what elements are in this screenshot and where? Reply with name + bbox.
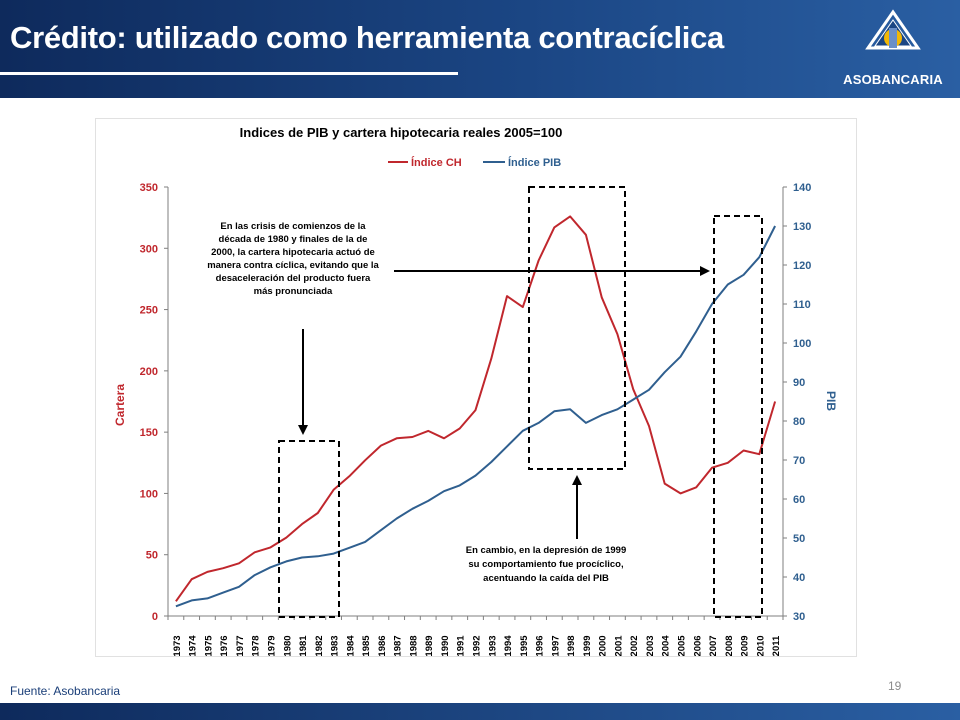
- x-tick-label: 1993: [487, 635, 498, 656]
- y-right-tick-label: 60: [793, 494, 805, 506]
- annotation-left: En las crisis de comienzos de la década …: [207, 221, 379, 297]
- annotation-left-line: década de 1980 y finales de la de: [219, 234, 368, 245]
- y-left-tick-label: 0: [152, 611, 158, 623]
- y-right-tick-label: 50: [793, 533, 805, 545]
- asobancaria-logo: ASOBANCARIA: [826, 0, 960, 98]
- x-tick-label: 2006: [692, 635, 703, 656]
- x-tick-label: 2007: [708, 635, 719, 656]
- logo-diamond-icon: [865, 9, 921, 50]
- x-tick-label: 2001: [613, 635, 624, 656]
- x-tick-label: 1986: [377, 635, 388, 656]
- x-tick-label: 1994: [503, 635, 514, 656]
- x-tick-label: 1974: [188, 635, 199, 656]
- annotation-bottom: En cambio, en la depresión de 1999 su co…: [466, 545, 627, 584]
- annotation-bottom-line: acentuando la caída del PIB: [483, 573, 609, 584]
- series-line-pib: [175, 225, 776, 608]
- x-tick-label: 1995: [519, 635, 530, 656]
- y-right-tick-label: 140: [793, 182, 811, 194]
- x-tick-label: 1982: [314, 635, 325, 656]
- x-tick-label: 2011: [771, 635, 782, 656]
- x-tick-label: 2002: [629, 635, 640, 656]
- y-right-tick-label: 110: [793, 299, 811, 311]
- y-left-tick-label: 300: [140, 243, 158, 255]
- title-underline: [0, 72, 458, 75]
- annotation-left-line: más pronunciada: [254, 286, 333, 297]
- y-left-tick-label: 250: [140, 305, 158, 317]
- series-line-ch: [175, 215, 777, 602]
- y-left-tick-label: 350: [140, 182, 158, 194]
- x-tick-label: 1999: [582, 635, 593, 656]
- slide-title: Crédito: utilizado como herramienta cont…: [10, 20, 724, 55]
- x-tick-label: 1977: [235, 635, 246, 656]
- annotation-left-line: manera contra cíclica, evitando que la: [207, 260, 379, 271]
- y-right-tick-label: 40: [793, 572, 805, 584]
- crisis-box-2008: [713, 215, 763, 618]
- x-tick-label: 1980: [282, 635, 293, 656]
- x-tick-label: 1981: [298, 635, 309, 656]
- annotation-bottom-line: En cambio, en la depresión de 1999: [466, 545, 627, 556]
- x-tick-label: 1983: [330, 635, 341, 656]
- x-tick-label: 1979: [267, 635, 278, 656]
- x-tick-label: 1975: [203, 635, 214, 656]
- y-left-tick-label: 150: [140, 427, 158, 439]
- y-left-tick-label: 200: [140, 366, 158, 378]
- y-right-tick-label: 90: [793, 377, 805, 389]
- footer-bar: [0, 703, 960, 720]
- y-right-tick-label: 30: [793, 611, 805, 623]
- x-tick-label: 1996: [535, 635, 546, 656]
- chart-legend: Índice CH Índice PIB: [388, 156, 561, 169]
- x-tick-label: 2005: [677, 635, 688, 656]
- y-left-tick-label: 100: [140, 488, 158, 500]
- x-tick-label: 1998: [566, 635, 577, 656]
- crisis-box-1999: [528, 186, 626, 470]
- page-number: 19: [888, 679, 902, 693]
- x-tick-label: 2003: [645, 635, 656, 656]
- y-left-axis-title: Cartera: [113, 384, 127, 426]
- y-right-axis-title: PIB: [824, 391, 838, 411]
- x-tick-label: 1973: [172, 635, 183, 656]
- annotation-left-line: desaceleración del producto fuera: [216, 273, 371, 284]
- source-note: Fuente: Asobancaria: [10, 684, 121, 698]
- y-right-tick-label: 130: [793, 221, 811, 233]
- x-tick-label: 2004: [661, 635, 672, 656]
- x-tick-label: 1987: [393, 635, 404, 656]
- x-tick-label: 2008: [724, 635, 735, 656]
- y-left-tick-label: 50: [146, 550, 158, 562]
- annotation-bottom-line: su comportamiento fue procíclico,: [468, 559, 623, 570]
- x-tick-label: 1997: [550, 635, 561, 656]
- y-right-tick-label: 80: [793, 416, 805, 428]
- x-tick-label: 1991: [456, 635, 467, 656]
- slide-header: Crédito: utilizado como herramienta cont…: [0, 0, 960, 98]
- x-tick-label: 2010: [755, 635, 766, 656]
- x-tick-label: 1978: [251, 635, 262, 656]
- legend-label-pib: Índice PIB: [508, 156, 561, 169]
- x-tick-label: 2000: [598, 635, 609, 656]
- crisis-box-1980s: [278, 440, 340, 618]
- x-tick-label: 1989: [424, 635, 435, 656]
- annotation-left-line: 2000, la cartera hipotecaria actuó de: [211, 247, 375, 258]
- x-tick-label: 1984: [345, 635, 356, 656]
- x-tick-label: 1992: [472, 635, 483, 656]
- y-right-tick-label: 120: [793, 260, 811, 272]
- x-tick-label: 1990: [440, 635, 451, 656]
- y-right-tick-label: 70: [793, 455, 805, 467]
- chart-title: Indices de PIB y cartera hipotecaria rea…: [240, 125, 563, 140]
- x-tick-label: 1985: [361, 635, 372, 656]
- x-tick-label: 2009: [740, 635, 751, 656]
- x-tick-label: 1976: [219, 635, 230, 656]
- legend-label-ch: Índice CH: [411, 156, 462, 169]
- y-right-tick-label: 100: [793, 338, 811, 350]
- annotation-left-line: En las crisis de comienzos de la: [220, 221, 366, 232]
- logo-wordmark: ASOBANCARIA: [843, 72, 943, 87]
- x-tick-label: 1988: [408, 635, 419, 656]
- chart-frame: Indices de PIB y cartera hipotecaria rea…: [95, 118, 857, 657]
- chart: Indices de PIB y cartera hipotecaria rea…: [113, 125, 838, 657]
